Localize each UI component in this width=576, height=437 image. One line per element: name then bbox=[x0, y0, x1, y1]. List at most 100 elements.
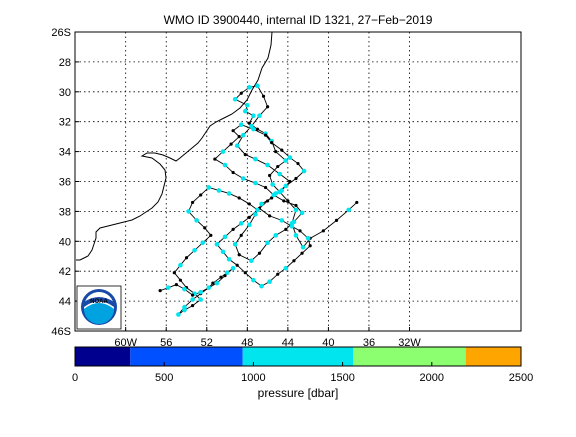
logo-text: NOAA bbox=[90, 299, 108, 305]
profile-point bbox=[257, 251, 262, 255]
profile-point bbox=[214, 280, 220, 286]
profile-point bbox=[283, 158, 289, 163]
profile-point bbox=[283, 183, 289, 189]
logo-bird bbox=[84, 297, 114, 307]
profile-point bbox=[279, 218, 285, 223]
y-tick-label: 32 bbox=[59, 117, 71, 129]
profile-point bbox=[300, 244, 306, 250]
profile-point bbox=[294, 176, 298, 181]
profile-point bbox=[199, 193, 203, 197]
profile-point bbox=[158, 289, 162, 293]
profile-point bbox=[231, 227, 235, 231]
y-tick-label: 38 bbox=[59, 206, 71, 218]
profile-point bbox=[273, 233, 279, 238]
profile-point bbox=[253, 156, 258, 162]
profile-point bbox=[284, 227, 288, 231]
colorbar-band bbox=[465, 347, 521, 366]
profile-point bbox=[286, 199, 290, 203]
profile-point bbox=[226, 256, 232, 262]
profile-point bbox=[220, 249, 226, 255]
y-tick-label: 26S bbox=[51, 27, 71, 39]
profile-point bbox=[200, 240, 206, 246]
profile-point bbox=[259, 201, 264, 207]
profile-point bbox=[182, 304, 187, 310]
profile-point bbox=[238, 122, 244, 127]
logo-water bbox=[84, 303, 114, 324]
colorbar-tick-label: 0 bbox=[72, 372, 78, 384]
profile-point bbox=[251, 277, 256, 283]
profile-point bbox=[174, 283, 178, 287]
profile-point bbox=[265, 162, 270, 168]
profile-point bbox=[190, 297, 195, 302]
profile-point bbox=[282, 199, 286, 203]
profile-point bbox=[224, 270, 230, 275]
y-tick-label: 36 bbox=[59, 177, 71, 189]
profile-point bbox=[249, 258, 254, 264]
profile-point bbox=[305, 236, 311, 241]
profile-point bbox=[213, 157, 217, 161]
colorbar-label: pressure [dbar] bbox=[258, 386, 339, 400]
profile-point bbox=[230, 265, 236, 271]
profile-point bbox=[211, 281, 215, 285]
profile-point bbox=[270, 196, 274, 200]
profile-point bbox=[292, 259, 296, 263]
profile-point bbox=[289, 224, 295, 229]
profile-point bbox=[270, 182, 275, 187]
profile-point bbox=[172, 271, 176, 275]
noaa-logo: NOAA bbox=[76, 285, 122, 330]
colorbar-band bbox=[242, 347, 354, 366]
profile-point bbox=[265, 105, 270, 109]
profile-point bbox=[255, 207, 260, 213]
profile-point bbox=[223, 274, 227, 278]
profile-point bbox=[190, 303, 195, 308]
profile-point bbox=[294, 203, 298, 208]
profile-point bbox=[300, 251, 304, 255]
colorbar-tick-label: 2000 bbox=[420, 372, 444, 384]
colorbar: 0 500 1000 1500 2000 2500 bbox=[72, 346, 533, 384]
profile-point bbox=[222, 234, 228, 240]
profile-point bbox=[296, 161, 300, 166]
profile-point bbox=[291, 219, 297, 225]
x-tick-label: 60W bbox=[114, 337, 137, 349]
y-tick-label: 42 bbox=[59, 266, 71, 278]
profile-point bbox=[268, 173, 272, 178]
profile-point bbox=[239, 91, 243, 95]
profile-point bbox=[186, 209, 191, 214]
profile-point bbox=[283, 265, 289, 271]
y-tick-label: 34 bbox=[59, 147, 71, 159]
x-tick-label: 52 bbox=[201, 337, 213, 349]
profile-point bbox=[242, 108, 248, 114]
profile-point bbox=[301, 168, 307, 174]
y-tick-label: 30 bbox=[59, 87, 71, 99]
profile-point bbox=[321, 229, 325, 233]
profile-point bbox=[265, 240, 270, 246]
profile-point bbox=[299, 210, 305, 216]
colorbar-tick-label: 1000 bbox=[241, 372, 265, 384]
profile-point bbox=[203, 226, 207, 230]
colorbar-tick-label: 2500 bbox=[509, 372, 533, 384]
colorbar-band bbox=[75, 347, 131, 366]
profile-point bbox=[267, 279, 272, 284]
profile-point bbox=[247, 222, 252, 228]
y-tick-label: 40 bbox=[59, 236, 71, 248]
profile-point bbox=[268, 214, 272, 218]
x-tick-label: 56 bbox=[160, 337, 172, 349]
profile-point bbox=[287, 155, 293, 160]
profile-point bbox=[277, 171, 283, 177]
profile-point bbox=[255, 83, 260, 89]
profile-point bbox=[216, 188, 222, 193]
profile-point bbox=[276, 272, 280, 276]
y-tick-label: 46S bbox=[51, 326, 71, 338]
y-tick-label: 28 bbox=[59, 57, 71, 69]
profile-point bbox=[206, 185, 212, 190]
profile-point bbox=[190, 293, 195, 297]
profile-point bbox=[251, 126, 256, 132]
colorbar-tick-label: 1500 bbox=[330, 372, 354, 384]
profile-point bbox=[276, 164, 280, 169]
profile-point bbox=[198, 297, 203, 302]
profile-point bbox=[253, 180, 258, 186]
profile-point bbox=[253, 212, 258, 217]
profile-point bbox=[190, 200, 195, 205]
